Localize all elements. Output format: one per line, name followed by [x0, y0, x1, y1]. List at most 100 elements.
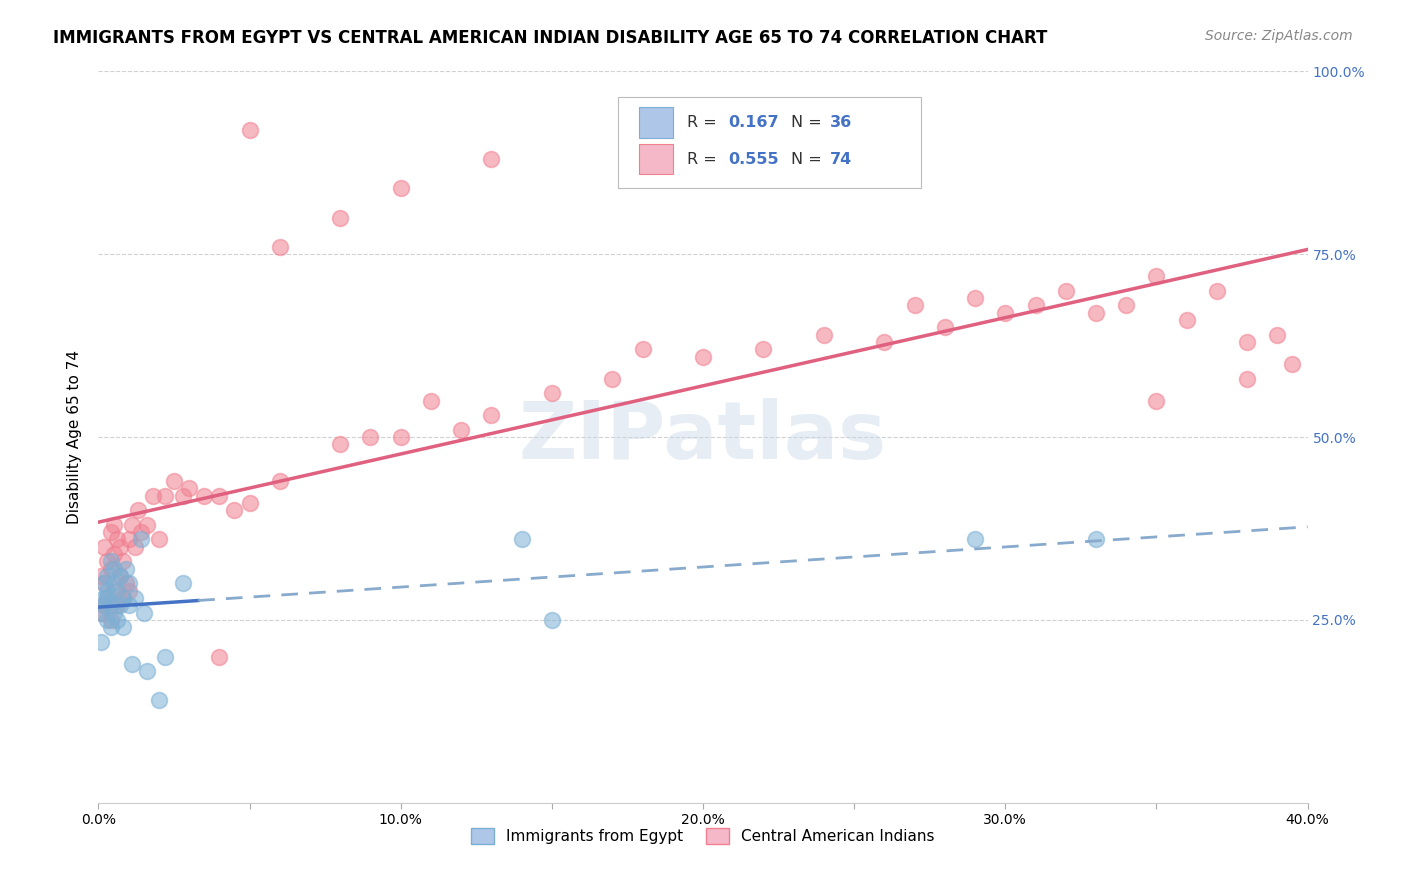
Point	[103, 606, 125, 620]
Point	[148, 693, 170, 707]
Point	[360, 430, 382, 444]
Point	[132, 606, 155, 620]
Point	[111, 591, 134, 605]
Point	[1054, 284, 1077, 298]
Point	[994, 306, 1017, 320]
Point	[1236, 334, 1258, 349]
Point	[1281, 357, 1303, 371]
Point	[1144, 269, 1167, 284]
Point	[96, 554, 118, 568]
Point	[163, 474, 186, 488]
Point	[692, 350, 714, 364]
Point	[631, 343, 654, 357]
Point	[108, 569, 131, 583]
Point	[965, 291, 987, 305]
Point	[114, 562, 136, 576]
Y-axis label: Disability Age 65 to 74: Disability Age 65 to 74	[67, 350, 83, 524]
Point	[90, 569, 112, 583]
Point	[105, 599, 128, 613]
Point	[510, 533, 533, 547]
Point	[329, 211, 352, 225]
Point	[135, 664, 157, 678]
Point	[224, 503, 246, 517]
Text: R =: R =	[688, 115, 723, 130]
Point	[100, 525, 122, 540]
Text: Source: ZipAtlas.com: Source: ZipAtlas.com	[1205, 29, 1353, 44]
Point	[100, 562, 122, 576]
Point	[813, 327, 835, 342]
Point	[1236, 371, 1258, 385]
Point	[481, 152, 503, 166]
Point	[96, 583, 118, 598]
Point	[129, 533, 152, 547]
Point	[329, 437, 352, 451]
Text: 36: 36	[830, 115, 852, 130]
Point	[93, 576, 115, 591]
Text: 0.555: 0.555	[728, 152, 779, 167]
Point	[108, 540, 131, 554]
Point	[121, 517, 143, 532]
Point	[1115, 298, 1137, 312]
Point	[389, 430, 412, 444]
Point	[269, 240, 291, 254]
Text: N =: N =	[792, 115, 827, 130]
Point	[172, 489, 194, 503]
Point	[100, 554, 122, 568]
Point	[114, 576, 136, 591]
Point	[96, 591, 118, 605]
Point	[118, 583, 141, 598]
Point	[118, 576, 141, 591]
FancyBboxPatch shape	[619, 97, 921, 188]
Point	[934, 320, 956, 334]
Point	[100, 620, 122, 634]
Point	[93, 599, 115, 613]
Point	[108, 569, 131, 583]
Point	[1144, 393, 1167, 408]
Text: 0.167: 0.167	[728, 115, 779, 130]
Point	[239, 496, 262, 510]
Point	[208, 489, 231, 503]
Point	[93, 599, 115, 613]
Point	[1085, 306, 1108, 320]
Point	[129, 525, 152, 540]
Point	[179, 481, 201, 495]
Point	[1085, 533, 1108, 547]
Point	[96, 569, 118, 583]
Point	[111, 620, 134, 634]
Point	[105, 583, 128, 598]
Point	[752, 343, 775, 357]
Point	[100, 613, 122, 627]
Point	[481, 408, 503, 422]
Point	[93, 540, 115, 554]
Point	[602, 371, 624, 385]
Point	[124, 591, 146, 605]
Point	[108, 599, 131, 613]
Point	[127, 503, 149, 517]
Point	[105, 613, 128, 627]
Point	[450, 423, 472, 437]
Point	[90, 606, 112, 620]
Point	[124, 540, 146, 554]
Point	[103, 547, 125, 561]
Point	[692, 152, 714, 166]
Point	[105, 533, 128, 547]
Point	[153, 649, 176, 664]
Point	[540, 613, 562, 627]
Point	[540, 386, 562, 401]
Point	[100, 599, 122, 613]
Text: N =: N =	[792, 152, 827, 167]
Text: ZIPatlas: ZIPatlas	[519, 398, 887, 476]
Point	[90, 635, 112, 649]
Point	[103, 583, 125, 598]
Point	[93, 576, 115, 591]
Point	[103, 562, 125, 576]
Text: IMMIGRANTS FROM EGYPT VS CENTRAL AMERICAN INDIAN DISABILITY AGE 65 TO 74 CORRELA: IMMIGRANTS FROM EGYPT VS CENTRAL AMERICA…	[53, 29, 1047, 47]
Point	[153, 489, 176, 503]
Point	[1024, 298, 1046, 312]
Point	[1206, 284, 1229, 298]
Point	[172, 576, 194, 591]
Point	[1175, 313, 1198, 327]
Point	[121, 657, 143, 671]
FancyBboxPatch shape	[638, 144, 673, 175]
Point	[1267, 327, 1289, 342]
